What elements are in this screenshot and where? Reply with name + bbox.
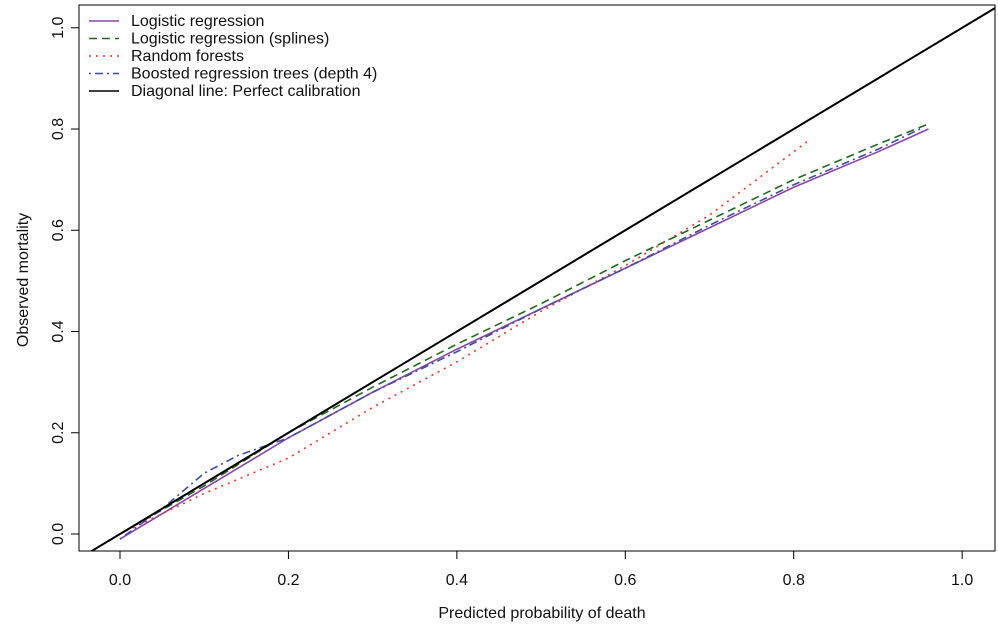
legend-label: Diagonal line: Perfect calibration: [131, 83, 360, 100]
y-tick-label: 0.8: [50, 118, 67, 140]
legend-label: Logistic regression (splines): [131, 31, 329, 48]
plot-area: [89, 6, 995, 551]
plot-frame: [78, 4, 996, 552]
series-line: [119, 138, 812, 535]
series-line: [119, 128, 929, 540]
x-tick-label: 0.0: [109, 572, 131, 589]
x-tick-label: 0.2: [277, 572, 299, 589]
series-line: [89, 6, 995, 551]
y-tick-label: 0.2: [50, 422, 67, 444]
y-tick-label: 0.0: [50, 523, 67, 545]
y-tick-label: 1.0: [50, 17, 67, 39]
legend-label: Random forests: [131, 48, 244, 65]
x-tick-label: 0.8: [783, 572, 805, 589]
y-axis-label: Observed mortality: [15, 213, 32, 347]
x-tick-label: 0.6: [614, 572, 636, 589]
series-line: [119, 128, 921, 540]
y-tick-label: 0.6: [50, 219, 67, 241]
legend-label: Boosted regression trees (depth 4): [131, 66, 377, 83]
legend-label: Logistic regression: [131, 13, 264, 30]
x-tick-label: 0.4: [446, 572, 468, 589]
y-tick-label: 0.4: [50, 320, 67, 342]
series-line: [119, 123, 929, 535]
x-tick-label: 1.0: [951, 572, 973, 589]
x-axis-label: Predicted probability of death: [438, 605, 645, 622]
